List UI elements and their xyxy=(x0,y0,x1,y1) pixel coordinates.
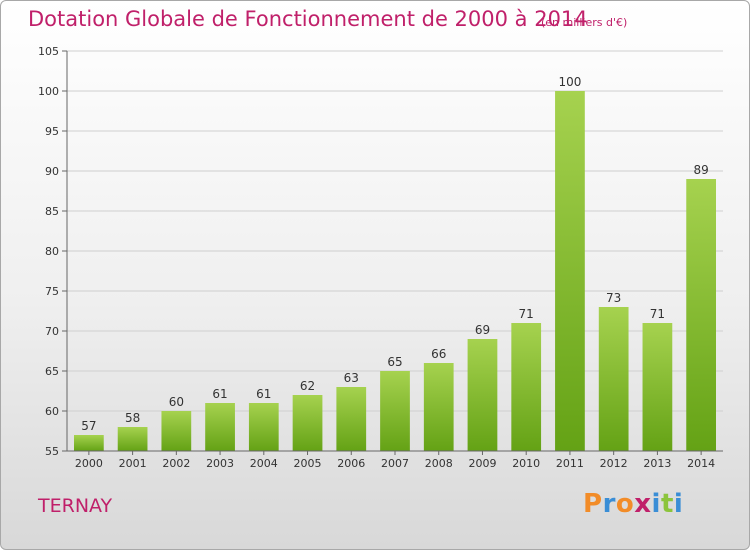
bar xyxy=(467,339,498,451)
x-tick-label: 2001 xyxy=(119,457,147,470)
logo-letter: t xyxy=(660,489,674,519)
data-label: 61 xyxy=(212,387,227,401)
y-tick-label: 65 xyxy=(45,365,59,378)
bar xyxy=(380,371,410,451)
bar xyxy=(248,403,279,451)
bar xyxy=(161,411,192,451)
data-label: 61 xyxy=(256,387,271,401)
x-tick-label: 2014 xyxy=(687,457,715,470)
chart-unit: (en milliers d'€) xyxy=(541,16,628,29)
y-tick-label: 90 xyxy=(45,165,59,178)
y-tick-label: 55 xyxy=(45,445,59,458)
data-label: 57 xyxy=(81,419,96,433)
y-tick-label: 95 xyxy=(45,125,59,138)
data-label: 62 xyxy=(300,379,315,393)
y-tick-label: 75 xyxy=(45,285,59,298)
data-label: 89 xyxy=(693,163,708,177)
bar xyxy=(642,323,673,451)
bar xyxy=(511,323,542,451)
y-tick-label: 80 xyxy=(45,245,59,258)
x-tick-label: 2013 xyxy=(643,457,671,470)
bar xyxy=(555,91,585,451)
data-label: 73 xyxy=(606,291,621,305)
x-tick-label: 2006 xyxy=(337,457,365,470)
logo-letter: o xyxy=(615,489,635,519)
y-tick-label: 100 xyxy=(38,85,59,98)
bar xyxy=(205,403,235,451)
place-name: TERNAY xyxy=(38,495,113,517)
x-tick-label: 2012 xyxy=(600,457,628,470)
bar xyxy=(336,387,367,451)
bar xyxy=(598,307,629,451)
data-label: 69 xyxy=(475,323,490,337)
x-tick-label: 2007 xyxy=(381,457,409,470)
y-tick-label: 105 xyxy=(38,45,59,58)
y-tick-label: 60 xyxy=(45,405,59,418)
logo-letter: x xyxy=(634,489,652,519)
bar xyxy=(423,363,454,451)
x-tick-label: 2004 xyxy=(250,457,278,470)
x-tick-label: 2005 xyxy=(294,457,322,470)
x-tick-label: 2002 xyxy=(162,457,190,470)
data-label: 58 xyxy=(125,411,140,425)
data-label: 65 xyxy=(387,355,402,369)
bar xyxy=(117,427,148,451)
chart-title: Dotation Globale de Fonctionnement de 20… xyxy=(28,7,588,31)
x-tick-label: 2009 xyxy=(468,457,496,470)
data-label: 66 xyxy=(431,347,446,361)
x-tick-label: 2008 xyxy=(425,457,453,470)
logo-letter: i xyxy=(651,489,661,519)
x-tick-label: 2011 xyxy=(556,457,584,470)
data-label: 71 xyxy=(519,307,534,321)
logo-letter: i xyxy=(673,489,684,519)
y-tick-label: 85 xyxy=(45,205,59,218)
y-tick-label: 70 xyxy=(45,325,59,338)
bar xyxy=(292,395,323,451)
data-label: 60 xyxy=(169,395,184,409)
bar xyxy=(73,435,104,451)
data-label: 63 xyxy=(344,371,359,385)
data-label: 71 xyxy=(650,307,665,321)
logo-letter: r xyxy=(602,489,616,519)
data-label: 100 xyxy=(558,75,581,89)
x-tick-label: 2003 xyxy=(206,457,234,470)
logo-letter: P xyxy=(583,489,603,519)
bar xyxy=(686,179,717,451)
x-tick-label: 2000 xyxy=(75,457,103,470)
proxiti-logo: Proxiti xyxy=(583,489,683,519)
x-tick-label: 2010 xyxy=(512,457,540,470)
